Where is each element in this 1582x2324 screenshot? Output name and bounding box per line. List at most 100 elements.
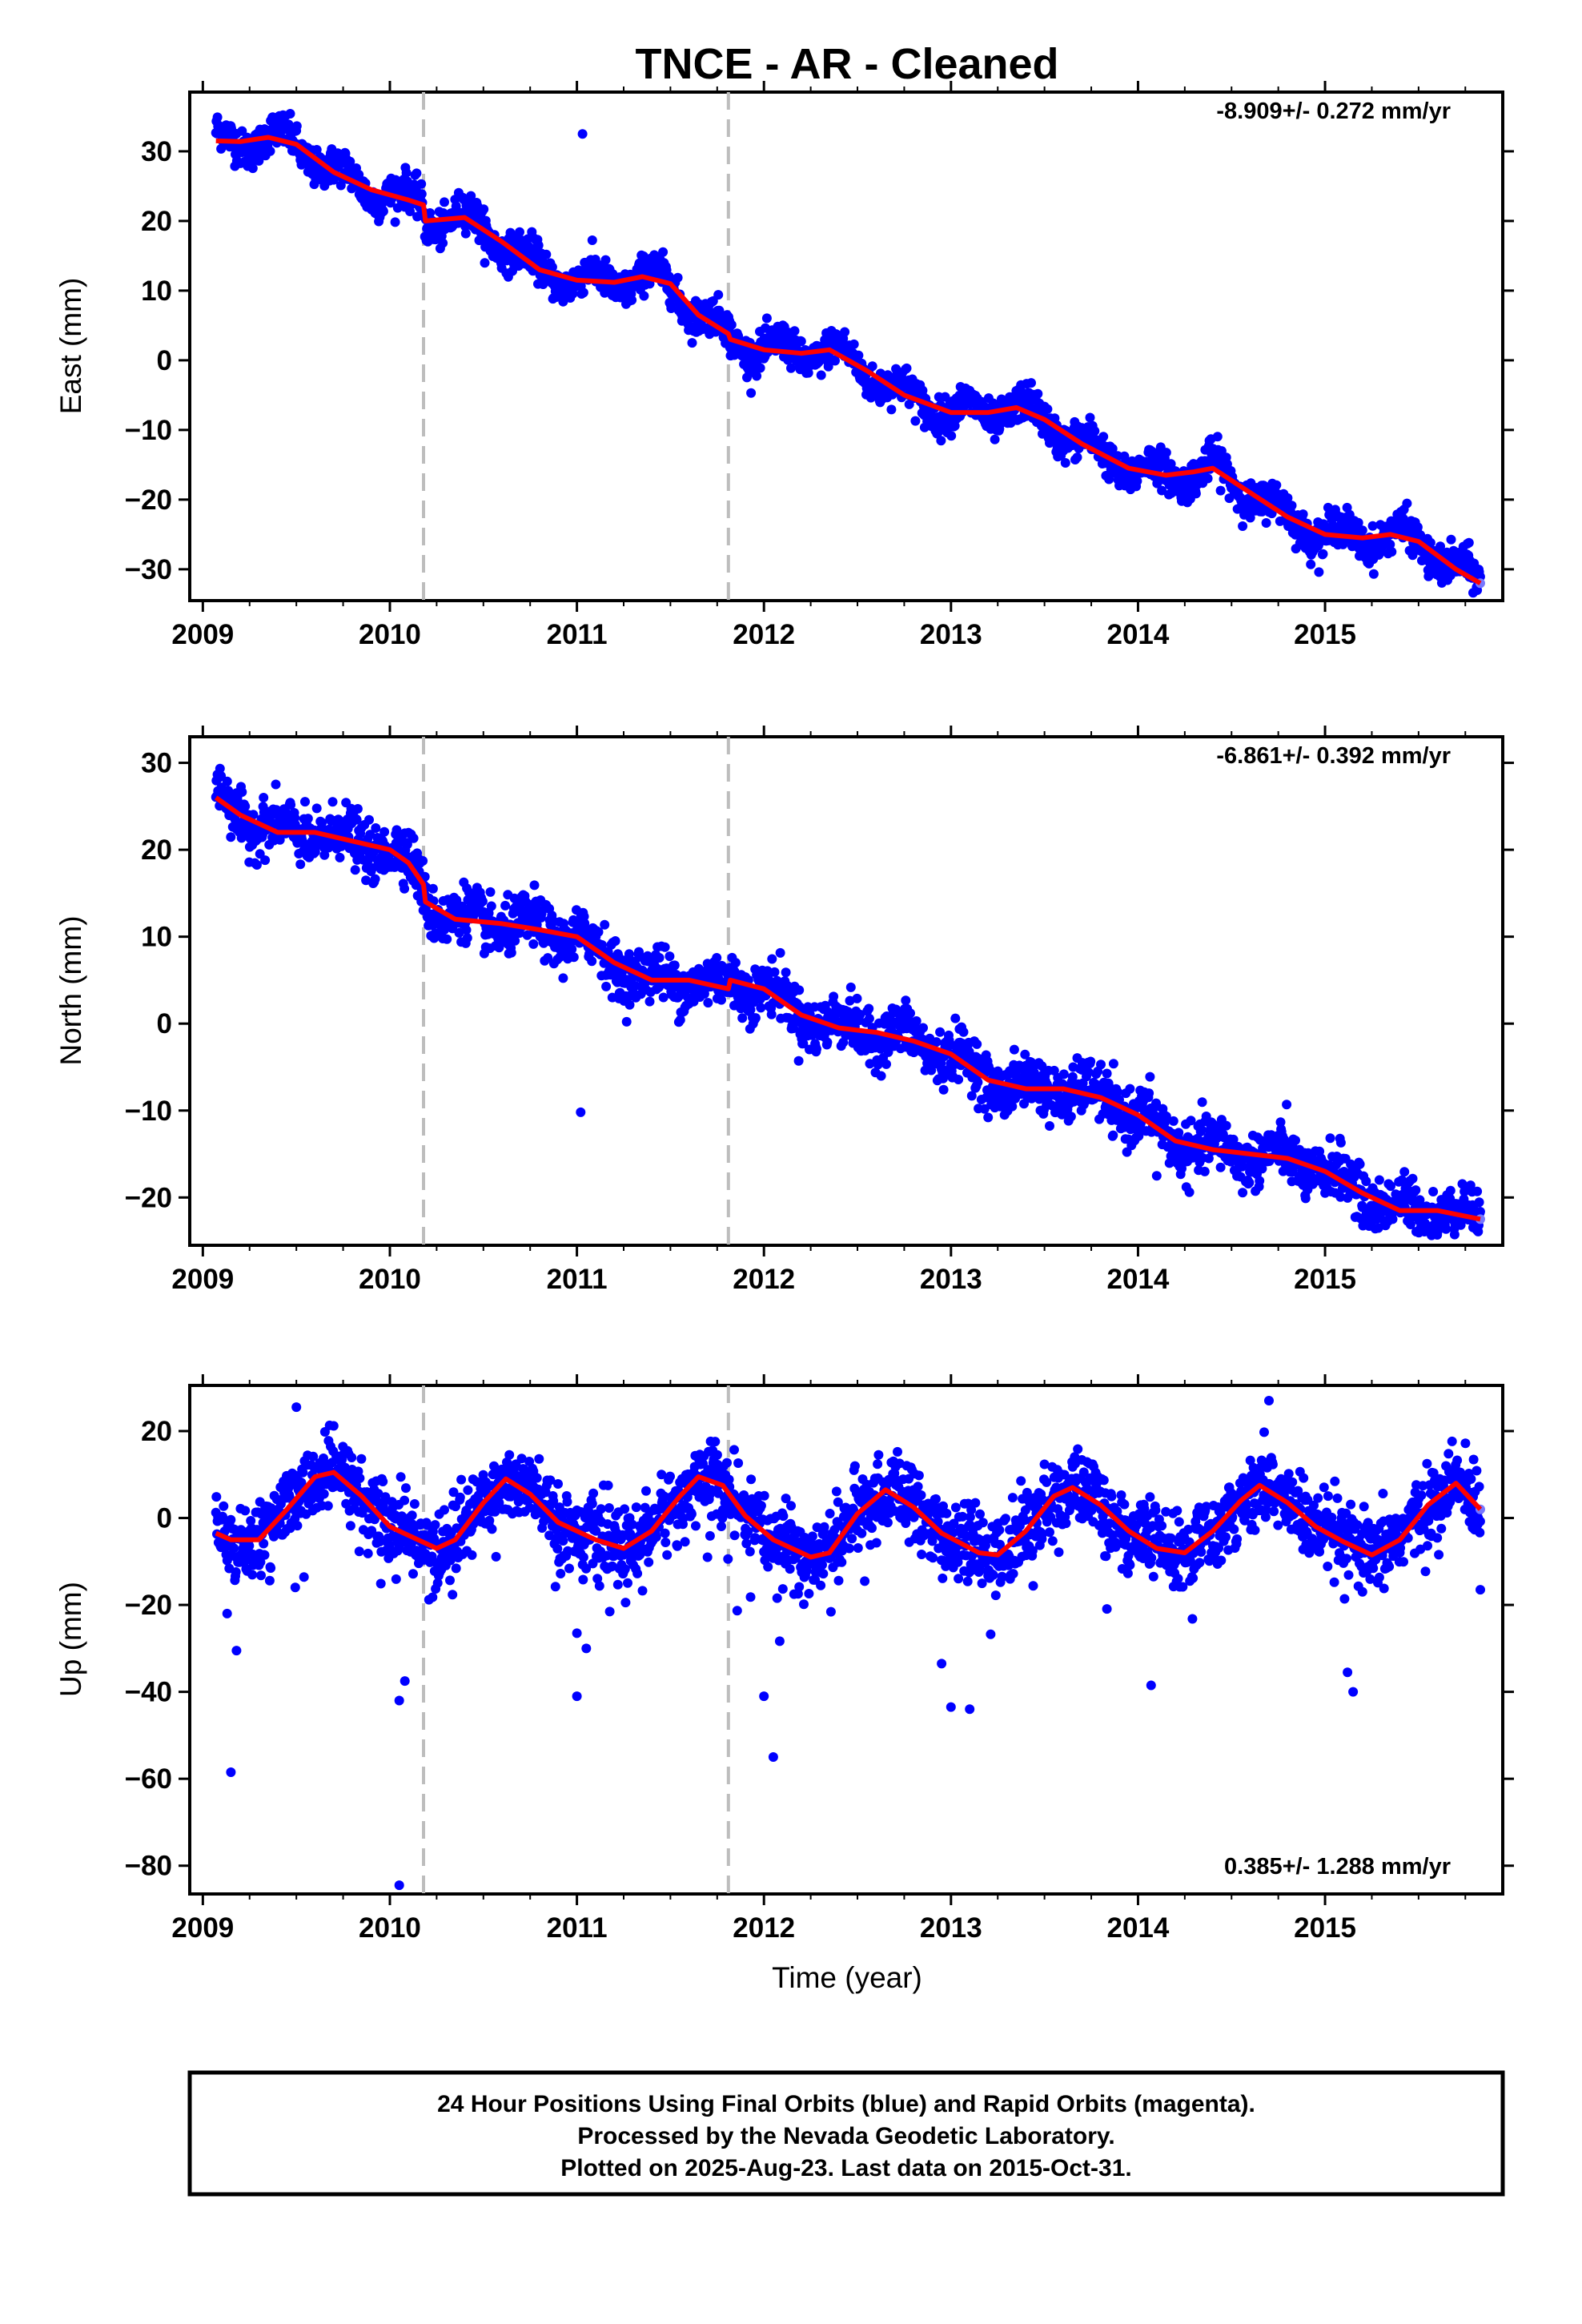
north-point <box>226 832 236 842</box>
east-x-tick-label-4: 2013 <box>920 619 982 650</box>
north-point <box>864 1003 874 1014</box>
north-point <box>950 1013 961 1023</box>
east-x-tick-label-0: 2009 <box>171 619 234 650</box>
north-point <box>938 1084 949 1095</box>
north-point <box>1255 1176 1265 1186</box>
east-point <box>460 221 471 231</box>
east-point <box>789 326 800 336</box>
north-point <box>794 985 805 995</box>
north-point <box>1102 1068 1112 1079</box>
east-point <box>687 338 697 348</box>
east-point <box>627 295 637 305</box>
north-point <box>237 787 247 797</box>
east-point <box>1306 559 1316 569</box>
north-point <box>1125 1084 1135 1094</box>
north-point <box>905 1008 915 1019</box>
east-x-tick-label-6: 2015 <box>1294 619 1356 650</box>
east-point <box>910 416 921 426</box>
east-point <box>460 228 471 239</box>
east-y-tick-label-1: 20 <box>141 206 172 237</box>
east-point <box>237 126 247 136</box>
east-point <box>335 180 346 191</box>
east-point <box>761 313 772 324</box>
east-point <box>1042 404 1053 414</box>
east-x-tick-label-1: 2010 <box>359 619 421 650</box>
north-point <box>1407 1173 1418 1184</box>
north-point <box>717 995 726 1005</box>
east-point <box>390 217 400 227</box>
north-point <box>918 1023 928 1033</box>
east-point <box>1191 489 1201 499</box>
east-point <box>1212 432 1223 442</box>
east-point <box>1060 458 1070 468</box>
east-point <box>438 238 448 248</box>
north-point <box>400 883 410 894</box>
north-point <box>567 944 577 955</box>
north-point <box>829 991 839 1002</box>
north-point <box>1449 1229 1460 1240</box>
east-point <box>392 203 403 213</box>
north-point <box>600 919 610 930</box>
north-point <box>737 1013 748 1023</box>
east-point <box>849 339 859 349</box>
east-point <box>1314 567 1324 577</box>
north-point <box>1066 1112 1076 1122</box>
east-point <box>541 249 552 259</box>
east-point <box>311 145 322 155</box>
north-point <box>558 973 568 983</box>
north-point <box>1168 1116 1178 1126</box>
north-point <box>1197 1125 1207 1135</box>
north-point <box>251 860 262 870</box>
north-point <box>876 1071 886 1081</box>
east-point <box>1026 378 1036 388</box>
east-point <box>1368 569 1379 579</box>
north-point <box>418 856 428 866</box>
east-point <box>416 179 427 189</box>
north-point <box>1291 1136 1300 1145</box>
east-point <box>247 163 258 174</box>
north-panel: 2009 2010 2011 2012 2013 2014 20153020100−10−2… <box>54 726 1514 1295</box>
east-point <box>733 331 744 341</box>
east-plot-frame <box>188 90 1504 602</box>
north-point <box>529 880 540 891</box>
north-point <box>485 887 496 897</box>
north-point <box>954 1075 964 1084</box>
north-point <box>1086 1056 1096 1067</box>
north-point <box>259 793 269 802</box>
east-point <box>1215 485 1226 496</box>
north-point <box>852 993 862 1003</box>
east-point <box>1072 452 1082 463</box>
north-point <box>822 1037 833 1047</box>
east-point <box>412 168 422 179</box>
north-point <box>775 947 785 958</box>
north-point <box>1411 1185 1421 1196</box>
north-point <box>660 942 670 952</box>
north-point <box>1335 1137 1346 1148</box>
north-point <box>350 865 360 875</box>
north-point <box>462 933 472 943</box>
north-point <box>327 797 338 807</box>
east-point <box>378 206 388 216</box>
east-point <box>515 227 524 237</box>
east-point <box>886 404 897 415</box>
east-y-tick-label-4: −10 <box>125 415 172 446</box>
north-point <box>300 797 310 807</box>
north-point <box>901 995 911 1006</box>
north-point <box>935 1027 946 1037</box>
north-point <box>654 953 665 963</box>
east-y-tick-label-0: 30 <box>141 136 172 167</box>
east-point <box>1387 547 1397 557</box>
north-point <box>371 823 381 833</box>
north-point <box>1215 1162 1226 1172</box>
north-point <box>1045 1121 1054 1131</box>
east-point <box>1203 473 1213 484</box>
north-point <box>1355 1159 1365 1169</box>
east-point <box>480 258 490 268</box>
north-point <box>486 901 496 911</box>
north-point <box>1174 1128 1184 1138</box>
east-point <box>558 296 568 307</box>
east-point <box>291 121 302 131</box>
east-point <box>1090 426 1100 436</box>
north-point <box>972 1039 982 1049</box>
north-point <box>303 814 313 824</box>
